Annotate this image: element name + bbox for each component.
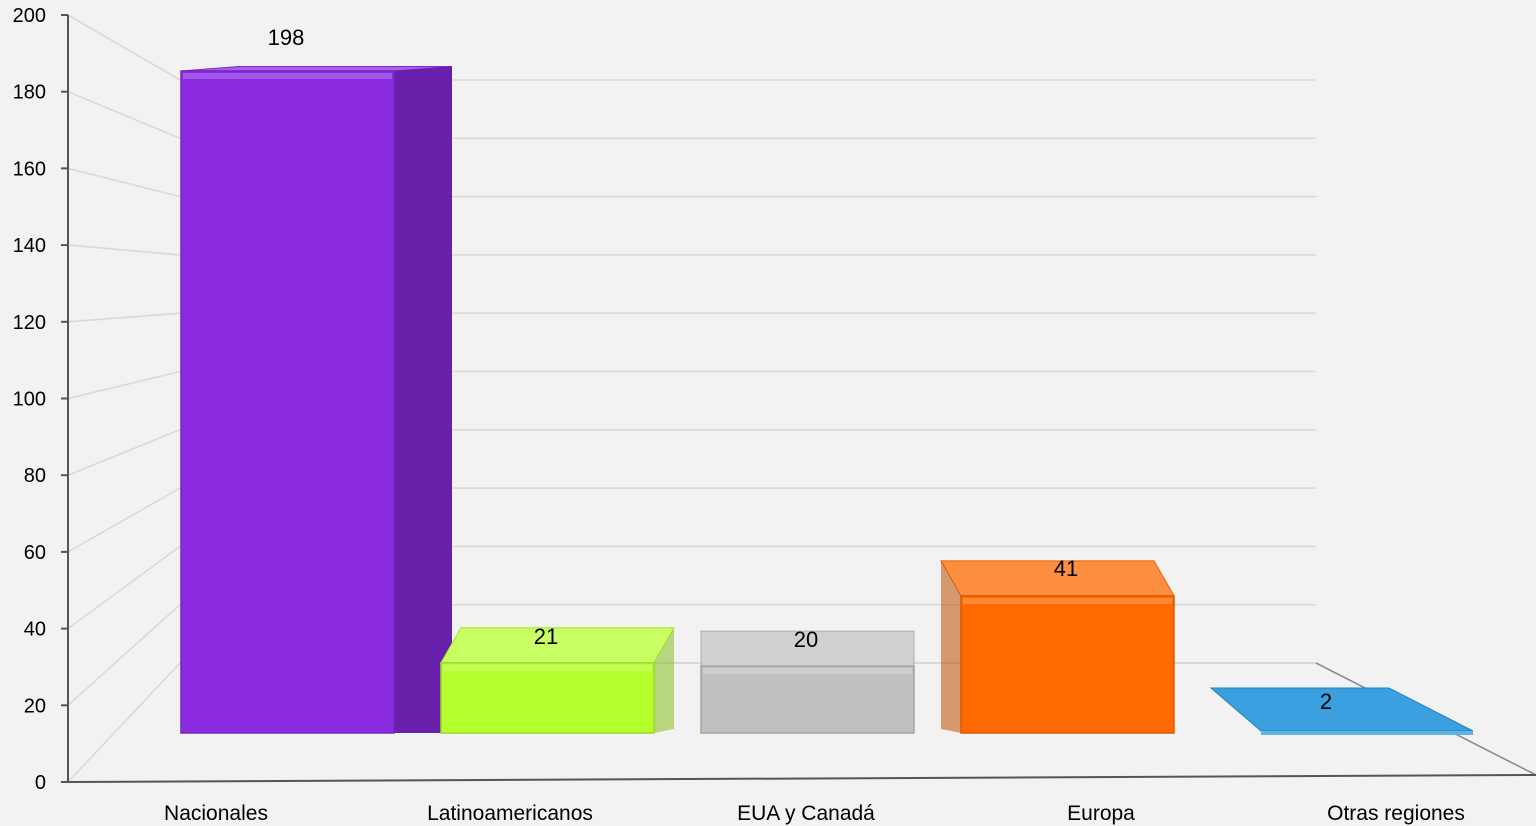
y-tick-label: 0	[35, 772, 46, 794]
bar-nacionales: 198	[180, 25, 453, 734]
y-tick-label: 120	[13, 312, 46, 334]
bar-side-face	[654, 627, 674, 733]
y-tick-label: 200	[13, 5, 46, 27]
x-tick-label: Nacionales	[164, 802, 268, 825]
bar-highlight	[183, 73, 392, 79]
side-grid-line	[67, 662, 181, 783]
data-label: 20	[794, 627, 818, 652]
bar-front-face	[440, 662, 655, 734]
bar-front-face	[960, 595, 1175, 734]
bars: 198 Nacionales 21 Latinoamericanos 20 EUA y C…	[164, 25, 1474, 825]
side-grid-line	[67, 370, 181, 400]
bar-eua-y-canad-: 20	[700, 627, 915, 734]
y-tick-label: 160	[13, 158, 46, 180]
data-label: 21	[534, 624, 558, 649]
side-grid-line	[67, 167, 181, 198]
bar-front-face	[700, 665, 915, 734]
bar-top-face	[1209, 687, 1474, 732]
side-grid-line	[67, 244, 181, 256]
x-axis-line	[67, 774, 1536, 783]
side-grid-line	[67, 487, 181, 553]
bar-otras-regiones: 2	[1209, 687, 1474, 735]
bar-latinoamericanos: 21	[440, 624, 675, 734]
y-tick-label: 60	[24, 542, 46, 564]
side-grid-line	[67, 429, 181, 476]
side-grid-line	[67, 14, 181, 81]
bar-highlight	[963, 597, 1172, 604]
y-tick-label: 20	[24, 695, 46, 717]
bar-europa: 41	[940, 556, 1175, 734]
bar-front-face	[180, 70, 395, 734]
side-grid-line	[67, 312, 181, 323]
y-tick-label: 80	[24, 465, 46, 487]
bar-front-face	[1261, 731, 1473, 735]
bar-side-face	[941, 560, 961, 733]
y-tick-label: 180	[13, 82, 46, 104]
data-label: 41	[1054, 556, 1078, 581]
bar-highlight	[703, 668, 912, 675]
y-tick-label: 140	[13, 235, 46, 257]
bar-side-face	[394, 66, 452, 733]
side-grid-line	[67, 545, 181, 630]
data-label: 2	[1320, 689, 1332, 714]
bar-highlight	[443, 664, 652, 671]
x-tick-label: EUA y Canadá	[737, 802, 875, 825]
x-tick-label: Otras regiones	[1327, 802, 1465, 825]
y-tick-label: 40	[24, 619, 46, 641]
x-tick-label: Europa	[1067, 802, 1135, 825]
side-grid-line	[67, 90, 181, 140]
x-tick-label: Latinoamericanos	[427, 802, 593, 825]
y-tick-label: 100	[13, 389, 46, 411]
data-label: 198	[268, 25, 305, 50]
side-grid-line	[67, 604, 181, 706]
